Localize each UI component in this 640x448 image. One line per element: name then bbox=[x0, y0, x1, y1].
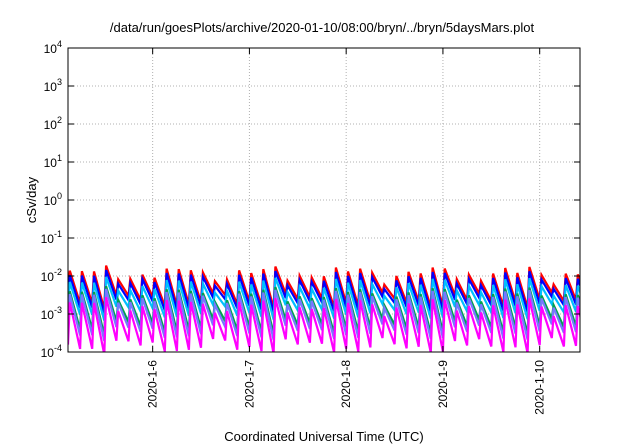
y-tick-label: 100 bbox=[44, 191, 62, 208]
y-tick-label: 101 bbox=[44, 153, 62, 170]
y-tick-label: 10-4 bbox=[41, 343, 62, 360]
x-tick-label: 2020-1-9 bbox=[436, 360, 450, 408]
y-axis-title: cSv/day bbox=[24, 176, 39, 223]
chart-title: /data/run/goesPlots/archive/2020-01-10/0… bbox=[110, 20, 535, 35]
x-tick-label: 2020-1-6 bbox=[146, 360, 160, 408]
series-line-5 bbox=[68, 296, 580, 352]
y-tick-label: 10-1 bbox=[41, 229, 62, 246]
y-axis-ticks: 10-4 10-3 10-2 10-1 100 101 102 103 104 bbox=[41, 39, 580, 360]
y-tick-label: 10-2 bbox=[41, 267, 62, 284]
x-axis-title: Coordinated Universal Time (UTC) bbox=[224, 429, 423, 444]
x-tick-label: 2020-1-8 bbox=[339, 360, 353, 408]
x-tick-label: 2020-1-7 bbox=[242, 360, 256, 408]
y-tick-label: 102 bbox=[44, 115, 62, 132]
x-axis-ticks: 2020-1-6 2020-1-7 2020-1-8 2020-1-9 2020-1-1… bbox=[146, 48, 547, 415]
y-tick-label: 10-3 bbox=[41, 305, 62, 322]
series-layer bbox=[68, 265, 580, 352]
x-tick-label: 2020-1-10 bbox=[533, 360, 547, 415]
y-tick-label: 103 bbox=[44, 77, 62, 94]
y-tick-label: 104 bbox=[44, 39, 62, 56]
